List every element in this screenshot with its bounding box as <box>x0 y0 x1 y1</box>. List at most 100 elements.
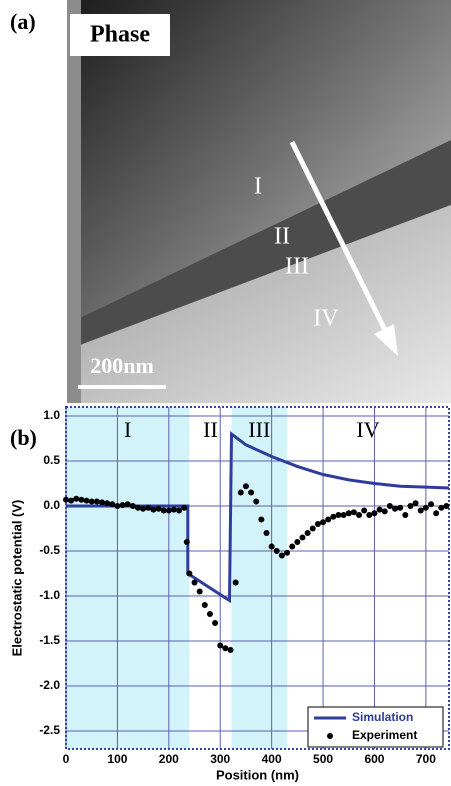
y-tick-label: -0.5 <box>39 543 60 557</box>
region-label: II <box>274 224 290 250</box>
point <box>412 500 419 507</box>
point <box>114 503 121 509</box>
x-tick-label: 300 <box>210 752 230 766</box>
point <box>88 498 95 505</box>
scale-bar-label: 200nm <box>90 353 154 378</box>
x-tick-label: 100 <box>107 752 127 766</box>
point <box>129 503 136 509</box>
y-tick-label: -2.5 <box>39 723 60 737</box>
region-label: III <box>248 417 270 442</box>
region-shade <box>231 407 288 749</box>
point <box>124 501 131 508</box>
point <box>191 579 198 586</box>
point <box>196 588 203 595</box>
point <box>392 505 399 512</box>
point <box>273 548 280 554</box>
region-label: I <box>254 174 262 200</box>
point <box>63 496 69 503</box>
point <box>119 502 126 509</box>
point <box>176 507 183 514</box>
y-axis-title: Electrostatic potential (V) <box>9 500 24 657</box>
point <box>78 496 85 503</box>
point <box>397 504 404 511</box>
x-axis-title: Position (nm) <box>216 767 299 782</box>
region-label: II <box>203 417 218 442</box>
point <box>278 552 285 559</box>
point <box>443 503 450 509</box>
point <box>109 501 116 508</box>
point <box>417 507 424 514</box>
point <box>325 516 332 523</box>
y-tick-label: -2.0 <box>39 678 60 692</box>
y-tick-label: 1.0 <box>43 408 60 422</box>
legend-box <box>307 706 444 748</box>
point <box>330 513 337 520</box>
point <box>98 499 105 506</box>
point <box>304 530 311 536</box>
point <box>366 512 373 518</box>
point <box>227 647 234 653</box>
point <box>206 611 213 617</box>
point <box>145 504 152 511</box>
point <box>263 530 270 536</box>
x-tick-label: 700 <box>416 752 436 766</box>
point <box>335 512 342 518</box>
region-label: IV <box>356 417 379 442</box>
y-tick-label: -1.5 <box>39 633 60 647</box>
title-box <box>70 14 170 56</box>
point <box>309 525 316 532</box>
point <box>165 507 172 514</box>
point <box>356 512 363 518</box>
x-tick-label: 0 <box>63 752 70 766</box>
region-shade <box>66 407 190 749</box>
point <box>345 510 352 517</box>
point <box>68 497 75 504</box>
point <box>258 516 265 523</box>
point <box>222 645 229 652</box>
lower-layer <box>80 205 451 403</box>
point <box>268 543 275 550</box>
point <box>242 483 249 490</box>
point <box>134 504 141 511</box>
point <box>407 503 414 509</box>
arrow-shaft <box>289 140 389 334</box>
point <box>371 510 378 517</box>
scale-bar <box>78 385 166 389</box>
panel-label: (a) <box>10 9 36 34</box>
point <box>402 512 409 518</box>
legend-swatch <box>327 733 333 739</box>
point <box>299 534 306 541</box>
region-label: IV <box>313 306 339 332</box>
phase-image: Phase I II III IV 200nm <box>67 0 451 403</box>
panel-label: (b) <box>10 425 37 450</box>
x-tick-label: 400 <box>262 752 282 766</box>
point <box>150 506 157 513</box>
point <box>340 512 347 518</box>
point <box>140 505 147 512</box>
point <box>386 503 393 509</box>
point <box>438 504 445 511</box>
point <box>381 508 388 515</box>
point <box>232 579 239 586</box>
point <box>183 539 190 545</box>
x-tick-label: 600 <box>364 752 384 766</box>
point <box>186 570 193 577</box>
legend-label: Experiment <box>352 728 417 742</box>
point <box>428 501 435 508</box>
point <box>104 500 111 507</box>
x-tick-label: 500 <box>313 752 333 766</box>
point <box>248 489 255 496</box>
image-edge <box>67 0 81 403</box>
point <box>217 642 224 649</box>
point <box>253 498 260 505</box>
point <box>93 498 100 505</box>
point <box>294 539 301 545</box>
arrow-head <box>374 324 398 356</box>
point <box>422 504 429 511</box>
point <box>237 489 244 496</box>
point <box>212 620 219 626</box>
plot-frame <box>65 406 450 750</box>
y-tick-label: -1.0 <box>39 588 60 602</box>
point <box>320 519 327 526</box>
